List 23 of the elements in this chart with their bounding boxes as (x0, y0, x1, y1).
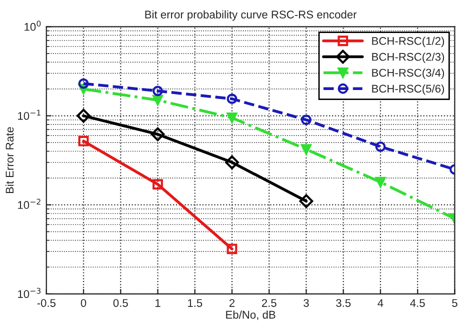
x-tick-label: -0.5 (37, 299, 56, 307)
x-tick-label: 0.5 (113, 299, 128, 307)
legend-label: BCH-RSC(3/4) (372, 68, 444, 79)
chart-title: Bit error probability curve RSC-RS encoder (145, 10, 357, 21)
y-tick-label: 10$^{−3}$ (18, 288, 41, 298)
x-tick-label: 5 (452, 299, 458, 307)
y-axis-title: Bit Error Rate (5, 127, 14, 194)
y-tick-label: 10$^{−2}$ (18, 198, 40, 209)
legend-label: BCH-RSC(5/6) (372, 84, 444, 95)
x-tick-label: 4.5 (410, 299, 425, 307)
legend-label: BCH-RSC(1/2) (372, 36, 444, 48)
x-tick-label: 4 (378, 299, 384, 307)
y-tick-label: 10$^{0}$ (24, 20, 41, 31)
x-tick-label: 1 (156, 299, 160, 307)
x-tick-label: 3 (304, 299, 309, 307)
x-tick-label: 2.5 (262, 299, 276, 307)
x-tick-label: 0 (80, 299, 86, 307)
x-tick-label: 3.5 (336, 299, 351, 307)
y-tick-label: 10$^{−1}$ (18, 110, 40, 120)
x-tick-label: 2 (229, 299, 235, 307)
x-tick-label: 1.5 (188, 299, 202, 307)
x-axis-title: Eb/No, dB (226, 310, 276, 320)
legend-label: BCH-RSC(2/3) (372, 52, 444, 63)
